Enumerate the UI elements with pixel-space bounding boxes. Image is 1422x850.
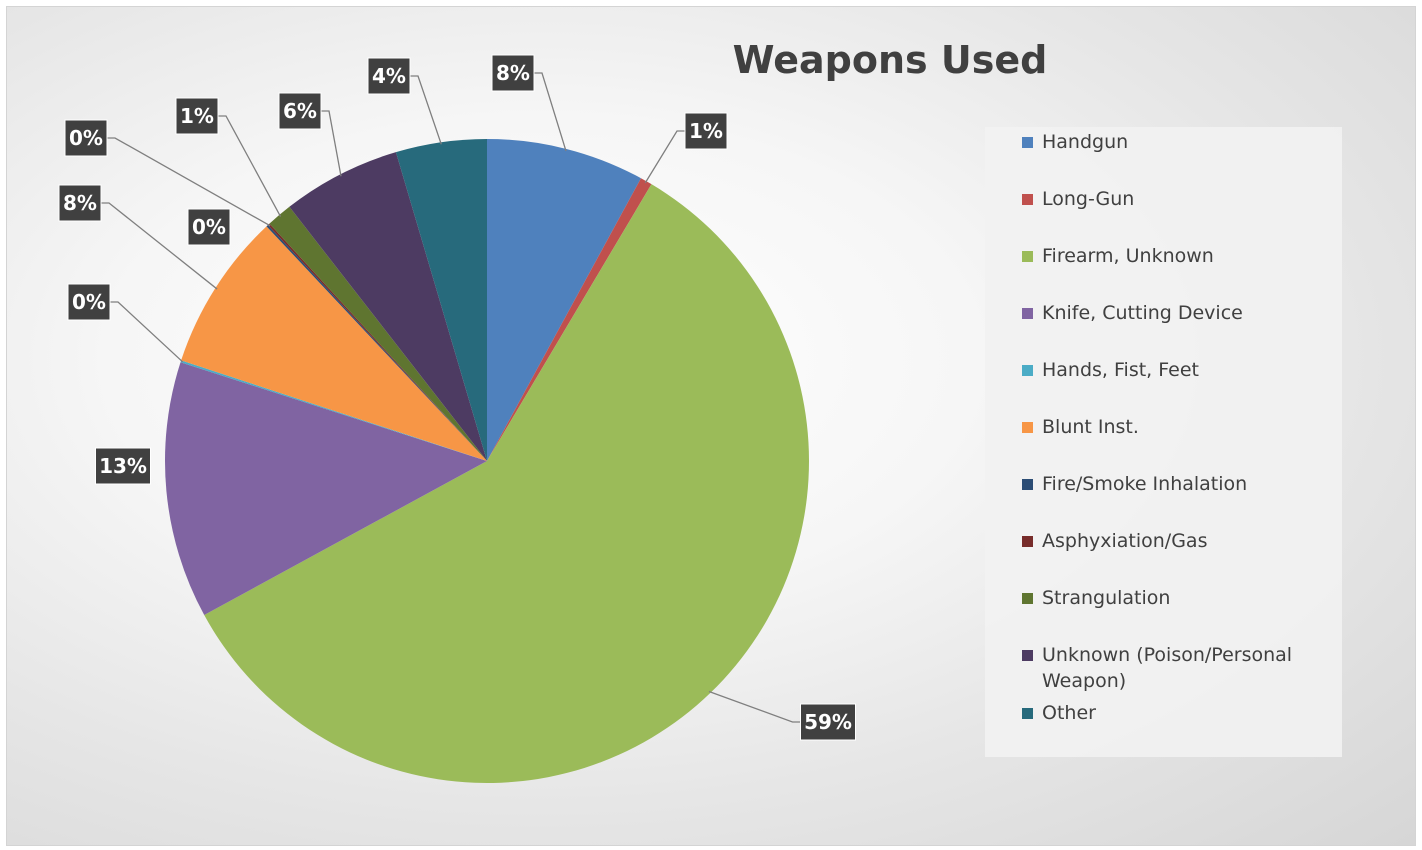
leader-line-unknown-poison-personal-weapon: [321, 110, 342, 177]
slice-fire-smoke-inhalation: [266, 224, 487, 461]
data-label-firearm-unknown: 59%: [800, 703, 856, 741]
leader-line-other: [410, 75, 442, 145]
svg-text:6%: 6%: [283, 99, 317, 123]
svg-text:8%: 8%: [496, 61, 530, 85]
slice-asphyxiation-gas: [267, 223, 487, 461]
legend-item-other: Other: [1022, 700, 1332, 726]
svg-text:0%: 0%: [72, 290, 106, 314]
leader-line-handgun: [534, 72, 567, 152]
legend: Handgun Long-Gun Firearm, Unknown Knife, Cu…: [985, 127, 1342, 757]
svg-text:8%: 8%: [63, 191, 97, 215]
leader-line-hands-fist-feet: [110, 301, 184, 363]
legend-item-knife-cutting-device: Knife, Cutting Device: [1022, 300, 1332, 326]
legend-swatch-firearm-unknown: [1022, 251, 1033, 262]
svg-text:59%: 59%: [804, 710, 852, 734]
legend-swatch-hands-fist-feet: [1022, 365, 1033, 376]
svg-text:0%: 0%: [192, 215, 226, 239]
legend-label: Strangulation: [1042, 587, 1171, 609]
leader-line-long-gun: [644, 130, 685, 184]
slice-hands-fist-feet: [180, 360, 487, 461]
legend-item-unknown-poison-personal-weapon: Unknown (Poison/Personal Weapon): [1022, 642, 1332, 694]
legend-label: Firearm, Unknown: [1042, 245, 1214, 267]
data-label-fire-smoke-inhalation: 0%: [187, 208, 231, 246]
legend-swatch-long-gun: [1022, 194, 1033, 205]
svg-text:4%: 4%: [372, 64, 406, 88]
data-label-strangulation: 1%: [175, 97, 219, 135]
legend-label: Unknown (Poison/Personal Weapon): [1042, 644, 1293, 692]
slice-blunt-inst: [181, 226, 487, 461]
slice-long-gun: [487, 178, 652, 461]
svg-text:1%: 1%: [180, 104, 214, 128]
legend-swatch-fire-smoke-inhalation: [1022, 479, 1033, 490]
slice-other: [395, 139, 487, 461]
legend-label: Asphyxiation/Gas: [1042, 530, 1208, 552]
legend-label: Long-Gun: [1042, 188, 1135, 210]
leader-line-firearm-unknown: [708, 690, 801, 723]
legend-swatch-strangulation: [1022, 593, 1033, 604]
slice-handgun: [487, 139, 641, 461]
legend-swatch-asphyxiation-gas: [1022, 536, 1033, 547]
legend-item-blunt-inst: Blunt Inst.: [1022, 414, 1332, 440]
svg-text:1%: 1%: [689, 119, 723, 143]
chart-title: Weapons Used: [732, 38, 1048, 82]
leader-lines: [101, 72, 801, 723]
legend-item-strangulation: Strangulation: [1022, 585, 1332, 611]
legend-label: Hands, Fist, Feet: [1042, 359, 1199, 381]
leader-line-strangulation: [218, 115, 282, 217]
legend-item-fire-smoke-inhalation: Fire/Smoke Inhalation: [1022, 471, 1332, 497]
pie-slices: [165, 139, 809, 783]
data-label-long-gun: 1%: [684, 112, 728, 150]
slice-knife-cutting-device: [165, 362, 488, 615]
legend-item-handgun: Handgun: [1022, 129, 1332, 155]
legend-swatch-knife-cutting-device: [1022, 308, 1033, 319]
legend-label: Fire/Smoke Inhalation: [1042, 473, 1248, 495]
slice-strangulation: [269, 206, 487, 461]
legend-item-hands-fist-feet: Hands, Fist, Feet: [1022, 357, 1332, 383]
data-label-hands-fist-feet: 0%: [67, 283, 111, 321]
leader-line-asphyxiation-gas: [107, 137, 271, 227]
legend-item-long-gun: Long-Gun: [1022, 186, 1332, 212]
legend-swatch-other: [1022, 708, 1033, 719]
data-label-unknown-poison-personal-weapon: 6%: [278, 92, 322, 130]
svg-text:13%: 13%: [99, 454, 147, 478]
data-label-blunt-inst: 8%: [58, 184, 102, 222]
legend-swatch-unknown-poison-personal-weapon: [1022, 650, 1033, 661]
svg-text:0%: 0%: [69, 126, 103, 150]
data-label-other: 4%: [367, 57, 411, 95]
slice-firearm-unknown: [204, 184, 809, 783]
data-label-knife-cutting-device: 13%: [95, 447, 151, 485]
data-labels: 8% 1% 59% 13% 0% 8% 0% 0% 1% 6% 4%: [58, 54, 856, 741]
legend-label: Handgun: [1042, 131, 1129, 153]
legend-swatch-handgun: [1022, 137, 1033, 148]
leader-line-blunt-inst: [101, 202, 218, 290]
legend-label: Knife, Cutting Device: [1042, 302, 1243, 324]
legend-label: Other: [1042, 702, 1096, 724]
legend-item-firearm-unknown: Firearm, Unknown: [1022, 243, 1332, 269]
data-label-asphyxiation-gas: 0%: [64, 119, 108, 157]
legend-item-asphyxiation-gas: Asphyxiation/Gas: [1022, 528, 1332, 554]
data-label-handgun: 8%: [491, 54, 535, 92]
legend-swatch-blunt-inst: [1022, 422, 1033, 433]
slice-unknown-poison-personal-weapon: [289, 152, 487, 461]
legend-label: Blunt Inst.: [1042, 416, 1139, 438]
